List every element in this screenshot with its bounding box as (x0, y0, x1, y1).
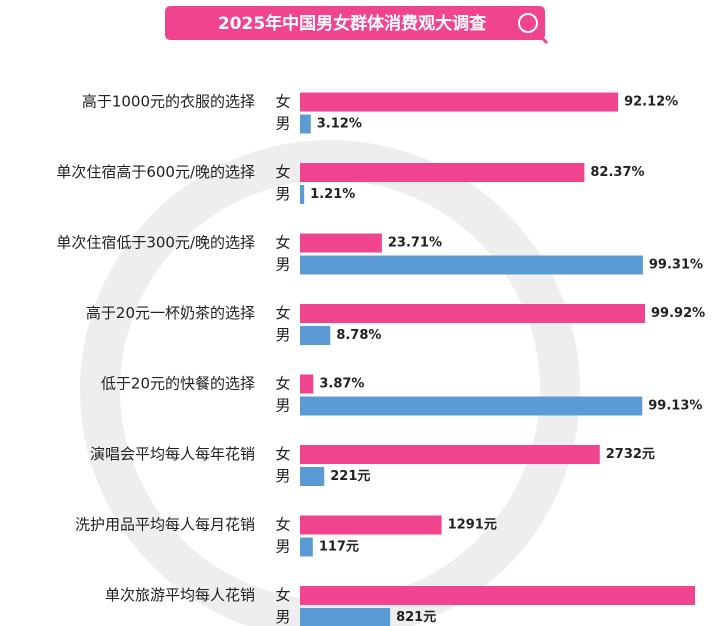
legend-label: 女 (275, 234, 290, 252)
chart-title: 2025年中国男女群体消费观大调查 (218, 13, 487, 34)
category-label: 高于1000元的衣服的选择 (82, 93, 255, 111)
value-label: 99.13% (648, 399, 702, 414)
value-label: 3.12% (317, 117, 362, 132)
legend-label: 男 (275, 467, 290, 485)
bar (300, 185, 305, 204)
bar (300, 304, 645, 323)
category-label: 单次住宿低于300元/晚的选择 (56, 234, 255, 252)
category-label: 洗护用品平均每人每月花销 (75, 516, 255, 534)
value-label: 2732元 (606, 447, 655, 462)
category-label: 单次旅游平均每人花销 (105, 586, 255, 604)
legend-label: 女 (275, 93, 290, 111)
legend-label: 女 (275, 516, 290, 534)
value-label: 117元 (319, 540, 359, 555)
value-label: 8.78% (336, 328, 381, 343)
title-banner (165, 6, 545, 40)
legend-label: 男 (275, 397, 290, 415)
bar (300, 163, 585, 182)
legend-label: 男 (275, 538, 290, 556)
value-label: 1.21% (310, 187, 355, 202)
icon (518, 13, 538, 33)
value-label: 23.71% (388, 236, 442, 251)
value-label: 1291元 (448, 518, 497, 533)
bar (300, 515, 442, 535)
legend-label: 男 (275, 115, 290, 133)
value-label: 821元 (396, 610, 436, 625)
legend-label: 女 (275, 375, 290, 393)
category-label: 演唱会平均每人每年花销 (90, 445, 255, 463)
bar (300, 374, 314, 394)
legend-label: 男 (275, 185, 290, 203)
legend-label: 女 (275, 586, 290, 604)
bar (300, 233, 382, 253)
bar (300, 445, 600, 464)
value-label: 92.12% (624, 95, 678, 110)
legend-label: 女 (275, 304, 290, 322)
value-label: 82.37% (590, 165, 644, 180)
legend-label: 女 (275, 163, 290, 181)
category-label: 低于20元的快餐的选择 (101, 375, 255, 393)
value-label: 221元 (330, 469, 370, 484)
category-label: 高于20元一杯奶茶的选择 (86, 304, 255, 322)
bar (300, 92, 619, 112)
bar (300, 326, 331, 345)
bar (300, 255, 643, 275)
bar (300, 586, 695, 605)
category-label: 单次住宿高于600元/晚的选择 (56, 163, 255, 181)
bar (300, 396, 643, 416)
bar (300, 608, 391, 626)
value-label: 99.92% (651, 306, 705, 321)
legend-label: 女 (275, 445, 290, 463)
value-label: 3.87% (319, 377, 364, 392)
legend-label: 男 (275, 326, 290, 344)
legend-label: 男 (275, 608, 290, 626)
bar (300, 114, 311, 134)
value-label: 99.31% (649, 258, 703, 273)
legend-label: 男 (275, 256, 290, 274)
bar (300, 537, 313, 557)
icon (533, 29, 549, 45)
bar (300, 467, 325, 486)
